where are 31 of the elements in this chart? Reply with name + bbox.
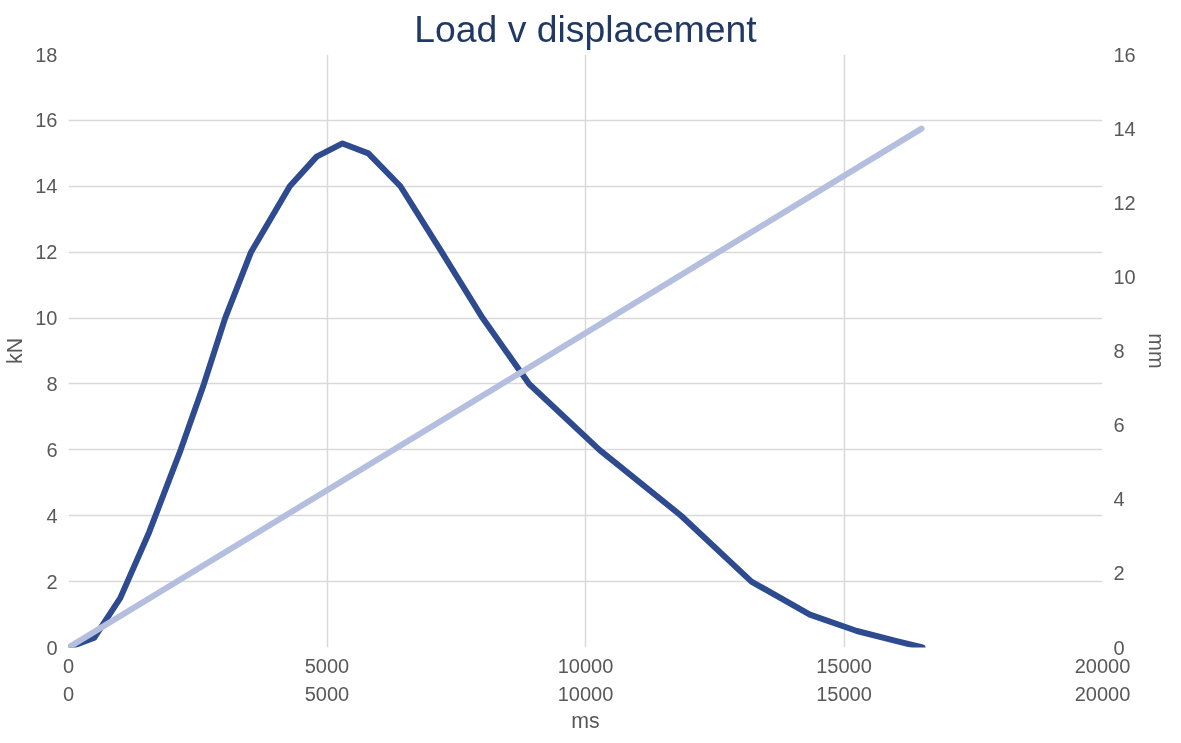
x2-tick-label: 20000: [1074, 682, 1131, 705]
y-tick-label: 10: [35, 307, 58, 330]
y-tick-label: 0: [46, 636, 58, 659]
x-tick-label: 10000: [557, 654, 614, 677]
x2-tick-label: 5000: [304, 682, 350, 705]
y2-tick-label: 10: [1113, 265, 1136, 288]
x-tick-label: 5000: [304, 654, 350, 677]
y-tick-label: 16: [35, 109, 58, 132]
y-tick-label: 18: [35, 43, 58, 66]
x-tick-label: 0: [62, 654, 75, 677]
y-tick-label: 14: [35, 175, 58, 198]
chart-title: Load v displacement: [414, 7, 758, 50]
x2-tick-label: 10000: [557, 682, 614, 705]
y2-tick-label: 16: [1113, 43, 1136, 66]
y2-tick-label: 4: [1113, 488, 1125, 511]
y2-axis-title: mm: [1143, 333, 1168, 369]
y2-tick-label: 2: [1113, 562, 1125, 585]
x-axis-title: ms: [571, 708, 600, 733]
x2-tick-label: 15000: [816, 682, 872, 705]
x-tick-label: 15000: [816, 654, 872, 677]
y-tick-label: 12: [35, 241, 58, 264]
y-axis-title: kN: [3, 337, 28, 365]
y-tick-label: 8: [46, 372, 58, 395]
x2-tick-label: 0: [62, 682, 75, 705]
y-tick-label: 4: [46, 504, 58, 527]
y-tick-label: 6: [46, 438, 58, 461]
y-tick-label: 2: [46, 570, 58, 593]
y2-tick-label: 8: [1113, 340, 1125, 362]
y2-tick-label: 12: [1113, 191, 1136, 214]
y2-tick-label: 6: [1113, 414, 1125, 437]
y2-tick-label: 14: [1113, 117, 1136, 140]
